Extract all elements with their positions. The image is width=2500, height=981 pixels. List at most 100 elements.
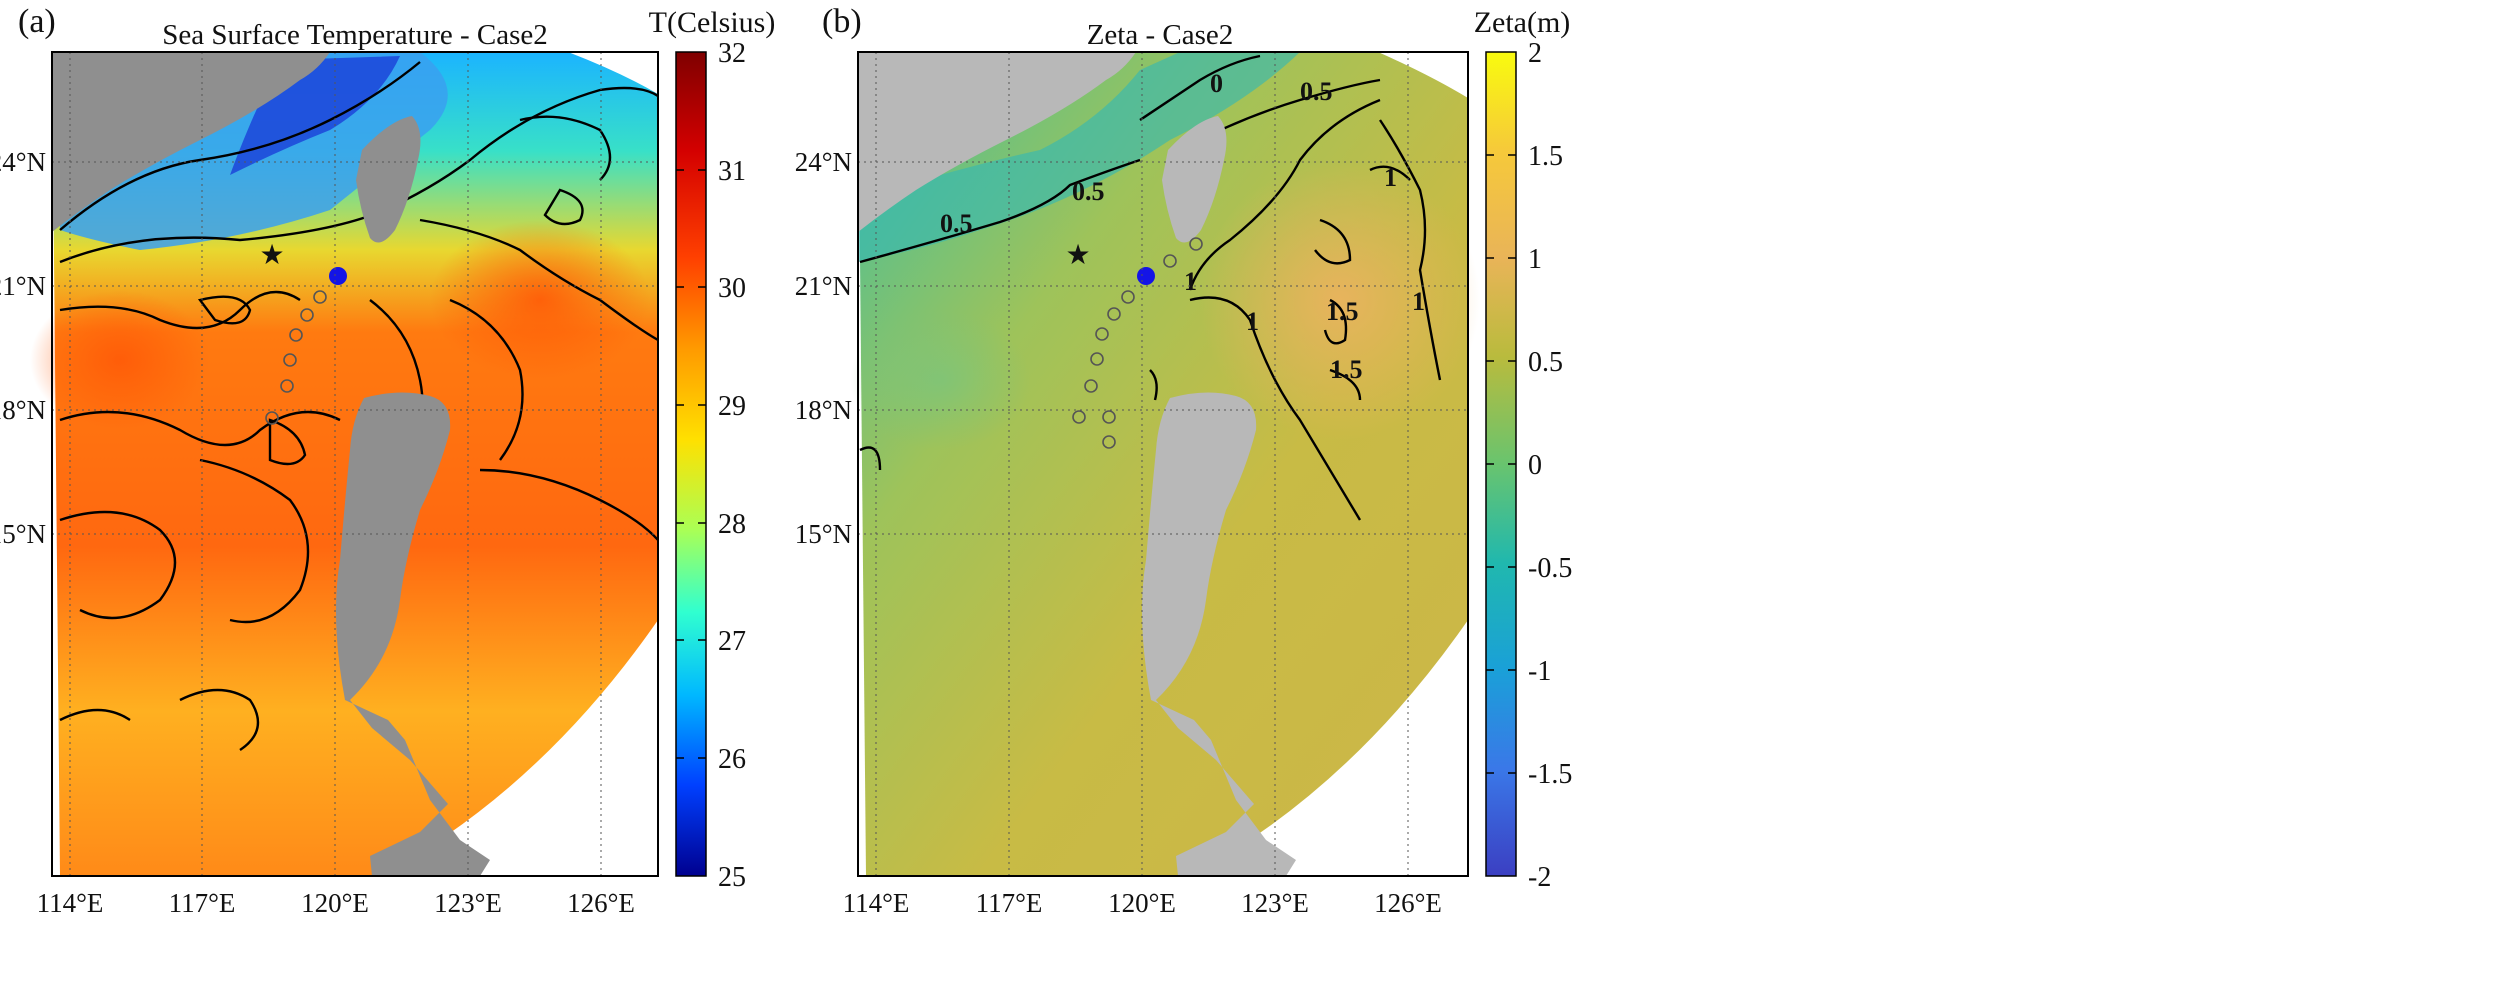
land-luzon: [1142, 392, 1296, 876]
land-taiwan: [356, 116, 421, 243]
station-circles: [1072, 237, 1203, 449]
colorbar-tick-label: 26: [718, 744, 746, 775]
land-luzon: [336, 392, 490, 876]
colorbar-tick-label: 0.5: [1528, 347, 1563, 378]
y-tick-label: 18°N: [795, 395, 852, 425]
sst-map: ★: [30, 51, 659, 877]
station-circle: [1189, 237, 1203, 251]
land-china: [858, 52, 1136, 232]
colorbar-tick-label: 27: [718, 626, 746, 657]
panel-a: (a) Sea Surface Temperature - Case2: [0, 3, 775, 918]
station-circle: [300, 308, 314, 322]
colorbar-tick-label: -1.5: [1528, 759, 1572, 790]
colorbar-tick-label: 25: [718, 862, 746, 893]
panel-title: Zeta - Case2: [1087, 19, 1234, 51]
colorbar-tick-label: 0: [1528, 450, 1542, 481]
y-tick-label: 18°N: [0, 395, 46, 425]
y-tick-label: 15°N: [0, 519, 46, 549]
y-ticks: 24°N 21°N 18°N 15°N: [795, 147, 852, 549]
colorbar-b: Zeta(m) 2 1.5 1 0.5 0 -0.5 -1 -1.5 -2: [1474, 6, 1573, 893]
y-tick-label: 15°N: [795, 519, 852, 549]
panel-label: (b): [822, 3, 862, 40]
station-circle: [1072, 410, 1086, 424]
colorbar-tick-label: 2: [1528, 38, 1542, 69]
station-circle: [1084, 379, 1098, 393]
colorbar-tick-label: -0.5: [1528, 553, 1572, 584]
station-circle: [1102, 410, 1116, 424]
x-tick-label: 123°E: [1241, 888, 1309, 918]
y-tick-label: 21°N: [795, 271, 852, 301]
station-circle: [265, 411, 279, 425]
station-circle: [1090, 352, 1104, 366]
x-tick-label: 120°E: [301, 888, 369, 918]
contour-label: 1: [1184, 267, 1197, 296]
x-tick-label: 117°E: [976, 888, 1043, 918]
grid-lines: [52, 52, 658, 876]
land-taiwan: [1162, 116, 1227, 243]
y-tick-label: 24°N: [795, 147, 852, 177]
x-ticks: 114°E 117°E 120°E 123°E 126°E: [37, 888, 635, 918]
colorbar-tick-label: 30: [718, 273, 746, 304]
x-tick-label: 126°E: [567, 888, 635, 918]
contour-label: 1: [1246, 307, 1259, 336]
colorbar-tick-label: -2: [1528, 862, 1551, 893]
contour-label: 0.5: [1072, 177, 1105, 206]
station-circle: [283, 353, 297, 367]
warm-core: [30, 290, 210, 430]
blue-dot-marker: [1137, 267, 1155, 285]
colorbar-title: Zeta(m): [1474, 6, 1571, 39]
x-ticks: 114°E 117°E 120°E 123°E 126°E: [843, 888, 1442, 918]
y-tick-label: 21°N: [0, 271, 46, 301]
colorbar-ticks: [1486, 154, 1516, 774]
sst-contours: [59, 61, 659, 751]
colorbar-tick-label: -1: [1528, 656, 1551, 687]
contour-label: 1: [1412, 287, 1425, 316]
axes-frame: [857, 51, 1469, 877]
contour-label: 0.5: [1300, 77, 1333, 106]
zeta-map: 0 0.5 0.5 0.5 1 1 1 1 1.5 1.5 ★: [850, 51, 1480, 877]
contour-label: 1.5: [1326, 297, 1359, 326]
station-circle: [1095, 327, 1109, 341]
contour-label: 0.5: [940, 209, 973, 238]
colorbar-tick-label: 32: [718, 38, 746, 69]
x-tick-label: 120°E: [1108, 888, 1176, 918]
x-tick-label: 114°E: [37, 888, 104, 918]
colorbar-tick-label: 1: [1528, 244, 1542, 275]
contour-label: 1: [1384, 163, 1397, 192]
axes-frame: [51, 51, 659, 877]
station-circle: [313, 290, 327, 304]
contour-label: 1.5: [1330, 355, 1363, 384]
station-circle: [1163, 254, 1177, 268]
star-marker: ★: [259, 240, 284, 271]
colorbar-tick-label: 29: [718, 391, 746, 422]
zeta-coastal: [858, 52, 1300, 262]
colorbar-tick-label: 28: [718, 509, 746, 540]
x-tick-label: 123°E: [434, 888, 502, 918]
contour-label: 0: [1210, 69, 1223, 98]
colorbar-a: T(Celsius) 32 31 30 29 28 27 26 25: [649, 6, 776, 893]
panel-label: (a): [18, 3, 56, 40]
station-circle: [1121, 290, 1135, 304]
zeta-low: [850, 310, 1030, 450]
land-china: [52, 52, 330, 232]
station-circle: [289, 328, 303, 342]
warm-core: [430, 220, 650, 380]
colorbar-gradient: [675, 51, 707, 877]
colorbar-title: T(Celsius): [649, 6, 776, 39]
star-marker: ★: [1065, 240, 1090, 271]
y-ticks: 24°N 21°N 18°N 15°N: [0, 147, 46, 549]
station-circle: [280, 379, 294, 393]
contour-labels: 0 0.5 0.5 0.5 1 1 1 1 1.5 1.5: [940, 69, 1425, 384]
colorbar-ticks: [676, 169, 706, 759]
panel-b: (b) Zeta - Case2: [795, 3, 1573, 918]
blue-dot-marker: [329, 267, 347, 285]
x-tick-label: 117°E: [169, 888, 236, 918]
colorbar-tick-label: 1.5: [1528, 141, 1563, 172]
y-tick-label: 24°N: [0, 147, 46, 177]
x-tick-label: 114°E: [843, 888, 910, 918]
station-circles: [265, 290, 327, 425]
x-tick-label: 126°E: [1374, 888, 1442, 918]
panel-title: Sea Surface Temperature - Case2: [162, 19, 548, 51]
station-circle: [1107, 307, 1121, 321]
